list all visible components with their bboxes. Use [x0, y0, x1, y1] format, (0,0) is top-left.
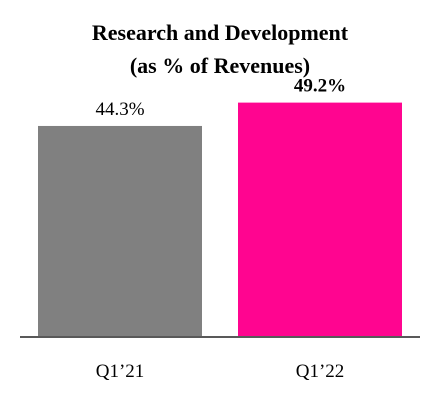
- data-label-2: 49.2%: [294, 76, 346, 97]
- chart-title: Research and Development (as % of Revenu…: [92, 20, 349, 78]
- chart-title-line-1: Research and Development: [92, 20, 349, 45]
- x-tick-label-1: Q1’21: [96, 361, 145, 382]
- data-labels-group: 44.3% 49.2%: [95, 76, 346, 120]
- bar-1: [38, 125, 202, 337]
- x-tick-labels-group: Q1’21 Q1’22: [96, 361, 345, 382]
- chart-title-line-2: (as % of Revenues): [130, 53, 310, 78]
- x-tick-label-2: Q1’22: [296, 361, 345, 382]
- bars-group: [38, 102, 402, 337]
- data-label-1: 44.3%: [95, 99, 144, 120]
- bar-2: [238, 102, 402, 337]
